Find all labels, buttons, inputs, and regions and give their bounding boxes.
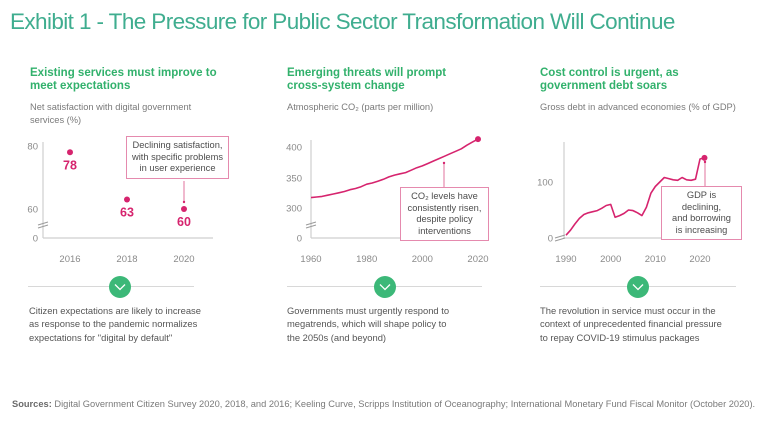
data-point [124,196,130,203]
footer-line: expectations for "digital by default" [29,331,173,343]
y-tick-label: 400 [286,143,302,154]
panel-2-subtitle: Atmospheric CO₂ (parts per million) [287,101,433,114]
callout-satisfaction: Declining satisfaction, with specific pr… [126,136,229,179]
callout-line: with specific problems [132,151,223,162]
panel-1-subtitle: Net satisfaction with digital government… [30,101,191,126]
x-tick-label: 1980 [356,254,377,265]
callout-pointer-dot [182,200,186,204]
panel-3-heading-line: government debt soars [540,80,668,92]
axis-break-icon [554,234,566,242]
chevron-down-icon[interactable] [627,276,649,298]
chart-co2: 0 300 350 400 1960 1980 2000 2020 [286,136,489,265]
panel-1-subtitle-line: Net satisfaction with digital government [30,102,192,112]
panel-3-footer: The revolution in service must occur in … [540,304,722,344]
panel-1-footer: Citizen expectations are likely to incre… [29,304,201,344]
x-tick-label: 2018 [116,254,137,265]
sources-label: Sources: [12,399,52,409]
chart-satisfaction: 0 60 80 2016 2018 2020 78 63 60 [27,142,213,265]
panel-1-heading-line: meet expectations [30,80,131,92]
panel-2-heading: Emerging threats will prompt cross-syste… [287,67,446,93]
footer-line: to repay COVID-19 stimulus packages [540,331,700,343]
panel-2-subtitle-line: Atmospheric CO₂ (parts per million) [287,102,434,112]
footer-line: The revolution in service must occur in … [540,305,716,316]
callout-line: and borrowing [672,213,731,224]
x-tick-label: 2010 [645,254,666,265]
panel-2-footer: Governments must urgently respond to meg… [287,304,449,344]
sources-text: Digital Government Citizen Survey 2020, … [51,399,756,409]
panel-3-heading-line: Cost control is urgent, as [540,67,679,79]
data-point [67,149,73,156]
footer-line: as response to the pandemic normalizes [29,318,198,330]
callout-line: interventions [418,225,471,236]
panel-1-heading-line: Existing services must improve to [30,67,217,79]
x-tick-label: 2000 [600,254,621,265]
panel-2-heading-line: cross-system change [287,80,405,92]
panel-3-heading: Cost control is urgent, as government de… [540,67,679,93]
y-tick-label: 0 [33,234,38,245]
footer-line: Citizen expectations are likely to incre… [29,305,201,316]
y-tick-label: 80 [27,142,38,153]
panel-3-subtitle: Gross debt in advanced economies (% of G… [540,101,736,114]
x-tick-label: 1960 [300,254,321,265]
callout-line: CO₂ levels have [411,191,478,201]
callout-line: GDP is declining, [681,190,722,212]
footer-line: Governments must urgently respond to [287,305,450,316]
callout-debt: GDP is declining, and borrowing is incre… [661,186,742,241]
chevron-down-icon[interactable] [109,276,131,298]
data-label: 60 [177,215,191,229]
x-tick-label: 2020 [173,254,194,265]
panel-3-subtitle-line: Gross debt in advanced economies (% of G… [540,102,736,112]
callout-line: consistently risen, [407,202,482,213]
x-tick-label: 1990 [555,254,576,265]
x-tick-label: 2020 [689,254,710,265]
axis-break-icon [305,221,317,229]
callout-line: despite policy [416,214,473,225]
panel-2-heading-line: Emerging threats will prompt [287,67,447,79]
callout-pointer-dot [442,161,446,165]
x-tick-label: 2000 [412,254,433,265]
axis-break-icon [37,221,49,229]
footer-line: megatrends, which will shape policy to [287,318,447,330]
y-tick-label: 0 [297,234,302,245]
footer-line: the 2050s (and beyond) [287,331,387,343]
callout-co2: CO₂ levels have consistently risen, desp… [400,187,489,242]
exhibit-title: Exhibit 1 - The Pressure for Public Sect… [10,9,675,34]
callout-line: is increasing [675,224,728,235]
data-label: 63 [120,206,134,220]
x-tick-label: 2020 [467,254,488,265]
footer-line: context of unprecedented financial press… [540,318,722,330]
panel-1-subtitle-line: services (%) [30,114,82,125]
last-data-point [475,136,481,143]
callout-line: in user experience [139,163,216,174]
callout-line: Declining satisfaction, [132,140,223,150]
data-label: 78 [63,158,77,172]
sources-note: Sources: Digital Government Citizen Surv… [12,398,762,411]
co2-series-line [310,138,479,199]
last-data-point [701,154,708,161]
y-tick-label: 300 [286,204,302,215]
y-tick-label: 60 [27,205,38,216]
data-point [181,206,187,212]
panel-1-heading: Existing services must improve to meet e… [30,67,217,93]
y-tick-label: 100 [537,178,553,189]
chevron-down-icon[interactable] [374,276,396,298]
y-tick-label: 350 [286,174,302,185]
debt-series-line [565,157,705,236]
callout-pointer-dot [703,160,707,164]
x-tick-label: 2016 [59,254,80,265]
y-tick-label: 0 [548,234,553,245]
